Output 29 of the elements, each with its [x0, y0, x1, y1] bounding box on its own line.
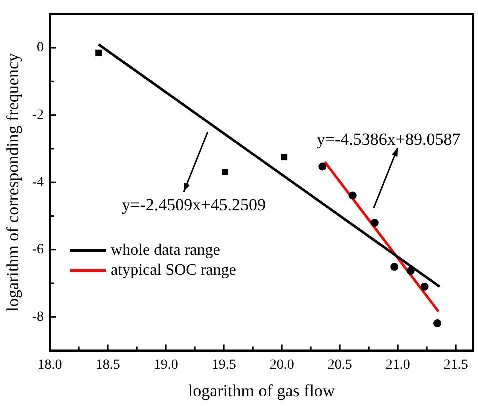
point — [434, 320, 442, 328]
annotation: y=-2.4509x+45.2509 — [122, 196, 266, 215]
annotation: y=-4.5386x+89.0587 — [316, 130, 462, 150]
y-tick-label: -4 — [32, 175, 44, 190]
x-tick-label: 18.0 — [38, 358, 62, 373]
point — [406, 267, 415, 276]
y-tick-label: -8 — [32, 310, 44, 325]
legend-label: atypical SOC range — [111, 262, 236, 280]
x-tick-label: 21.0 — [386, 358, 410, 373]
y-axis-title: logarithm of corresponding frequency — [4, 52, 23, 312]
y-tick-label: 0 — [37, 40, 44, 56]
point — [96, 50, 102, 56]
x-tick-label: 21.5 — [444, 358, 468, 373]
point — [318, 162, 327, 171]
point — [348, 192, 357, 200]
point — [420, 282, 429, 291]
x-axis-title: logarithm of gas flow — [188, 381, 336, 400]
x-tick-label: 19.0 — [154, 358, 178, 373]
x-tick-label: 19.5 — [212, 358, 236, 373]
y-tick-label: -6 — [32, 242, 44, 258]
legend-label: whole data range — [111, 242, 220, 260]
point — [281, 154, 288, 161]
point — [390, 263, 399, 272]
x-tick-label: 18.5 — [96, 358, 120, 373]
y-tick-label: -2 — [32, 108, 44, 123]
point — [370, 218, 379, 227]
x-tick-label: 20.0 — [270, 358, 294, 373]
point — [222, 168, 228, 176]
x-tick-label: 20.5 — [328, 358, 352, 373]
